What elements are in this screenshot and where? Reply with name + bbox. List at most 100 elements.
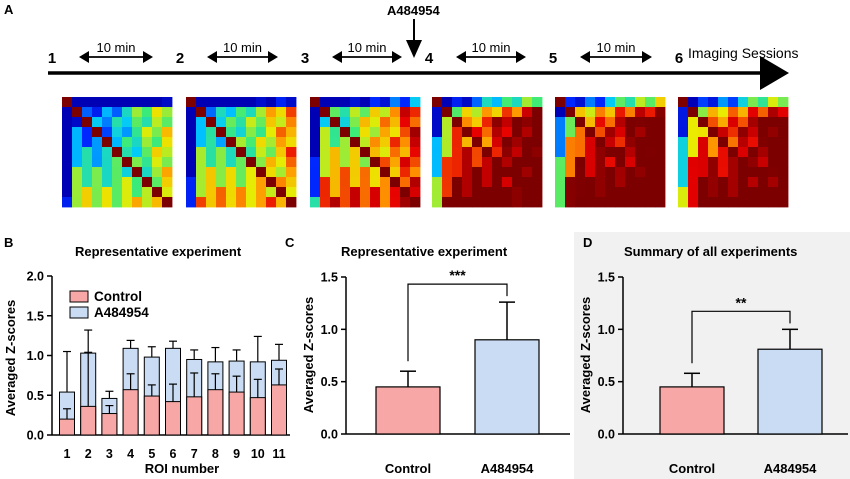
heatmap-cell	[286, 197, 297, 208]
heatmap-cell	[216, 97, 227, 108]
heatmap-cell	[678, 147, 689, 158]
significance-bracket	[691, 310, 791, 364]
heatmap-cell	[216, 147, 227, 158]
heatmap-cell	[595, 127, 606, 138]
heatmap-cell	[310, 187, 321, 198]
heatmap-cell	[635, 97, 646, 108]
heatmap-cell	[276, 167, 287, 178]
heatmap-cell	[595, 117, 606, 128]
heatmap-cell	[595, 137, 606, 148]
heatmap-cell	[532, 97, 543, 108]
heatmap-cell	[678, 117, 689, 128]
heatmap-cell	[565, 187, 576, 198]
heatmap-cell	[370, 187, 381, 198]
interval-arrow-right	[516, 51, 526, 63]
heatmap-cell	[718, 107, 729, 118]
heatmap-cell	[350, 147, 361, 158]
heatmap-cell	[678, 197, 689, 208]
heatmap-cell	[390, 97, 401, 108]
heatmap-cell	[236, 117, 247, 128]
heatmap-cell	[360, 117, 371, 128]
interval-label: 10 min	[223, 40, 262, 55]
interval-label: 10 min	[596, 40, 635, 55]
interval-arrow-left	[580, 51, 590, 63]
heatmap-cell	[340, 97, 351, 108]
heatmap-cell	[102, 157, 113, 168]
heatmap-cell	[102, 187, 113, 198]
heatmap-cell	[196, 197, 207, 208]
heatmap-cell	[162, 127, 173, 138]
heatmap-cell	[492, 147, 503, 158]
y-tick-label: 0.5	[27, 389, 44, 403]
heatmap-cell	[186, 117, 197, 128]
heatmap-cell	[390, 167, 401, 178]
heatmap-cell	[92, 157, 103, 168]
heatmap-cell	[276, 187, 287, 198]
heatmap-cell	[718, 127, 729, 138]
heatmap-cell	[92, 137, 103, 148]
heatmap-cell	[310, 177, 321, 188]
heatmap-cell	[512, 197, 523, 208]
heatmap-cell	[758, 137, 769, 148]
panel-d-chart: Summary of all experiments Averaged Z-sc…	[578, 244, 848, 476]
heatmap-cell	[152, 157, 163, 168]
heatmap-cell	[390, 157, 401, 168]
heatmap-cell	[320, 157, 331, 168]
heatmap-cell	[522, 127, 533, 138]
heatmap-cell	[276, 117, 287, 128]
heatmap-cell	[565, 117, 576, 128]
heatmap-cell	[122, 167, 133, 178]
heatmap-cell	[310, 157, 321, 168]
heatmap-cell	[122, 137, 133, 148]
heatmap-cell	[360, 187, 371, 198]
heatmap-cell	[502, 177, 513, 188]
heatmap-cell	[748, 157, 759, 168]
heatmap-cell	[276, 137, 287, 148]
heatmap-cell	[246, 197, 257, 208]
heatmap-cell	[432, 177, 443, 188]
heatmap-cell	[236, 127, 247, 138]
heatmap-cell	[452, 157, 463, 168]
heatmap-cell	[286, 127, 297, 138]
heatmap-cell	[340, 177, 351, 188]
heatmap-cell	[595, 107, 606, 118]
heatmap-cell	[452, 187, 463, 198]
heatmap-cell	[142, 187, 153, 198]
heatmap-cell	[266, 117, 277, 128]
heatmap-cell	[555, 187, 566, 198]
heatmap-cell	[330, 137, 341, 148]
heatmap-cell	[738, 97, 749, 108]
heatmap-cell	[410, 107, 421, 118]
heatmap-cell	[186, 167, 197, 178]
heatmap-cell	[92, 107, 103, 118]
heatmap-cell	[266, 177, 277, 188]
heatmap-cell	[350, 97, 361, 108]
heatmap-cell	[122, 127, 133, 138]
heatmap-cell	[605, 107, 616, 118]
heatmap-cell	[320, 147, 331, 158]
heatmap-cell	[698, 117, 709, 128]
heatmap-cell	[522, 167, 533, 178]
heatmap-cell	[635, 137, 646, 148]
heatmap-cell	[575, 167, 586, 178]
heatmap-cell	[585, 107, 596, 118]
panel-label-b: B	[4, 235, 13, 250]
heatmap-cell	[92, 97, 103, 108]
heatmap-cell	[286, 107, 297, 118]
heatmap-cell	[132, 97, 143, 108]
heatmap-cell	[410, 157, 421, 168]
heatmap-cell	[310, 147, 321, 158]
heatmap-cell	[432, 127, 443, 138]
heatmap-cell	[310, 97, 321, 108]
x-tick-label: 8	[212, 447, 219, 461]
heatmap-cell	[152, 197, 163, 208]
heatmap-cell	[410, 117, 421, 128]
heatmap-cell	[350, 177, 361, 188]
heatmap-cell	[605, 127, 616, 138]
heatmap-session-3	[310, 97, 421, 208]
heatmap-cell	[340, 127, 351, 138]
heatmap-cell	[152, 147, 163, 158]
heatmap-cell	[72, 177, 83, 188]
heatmap-cell	[286, 97, 297, 108]
